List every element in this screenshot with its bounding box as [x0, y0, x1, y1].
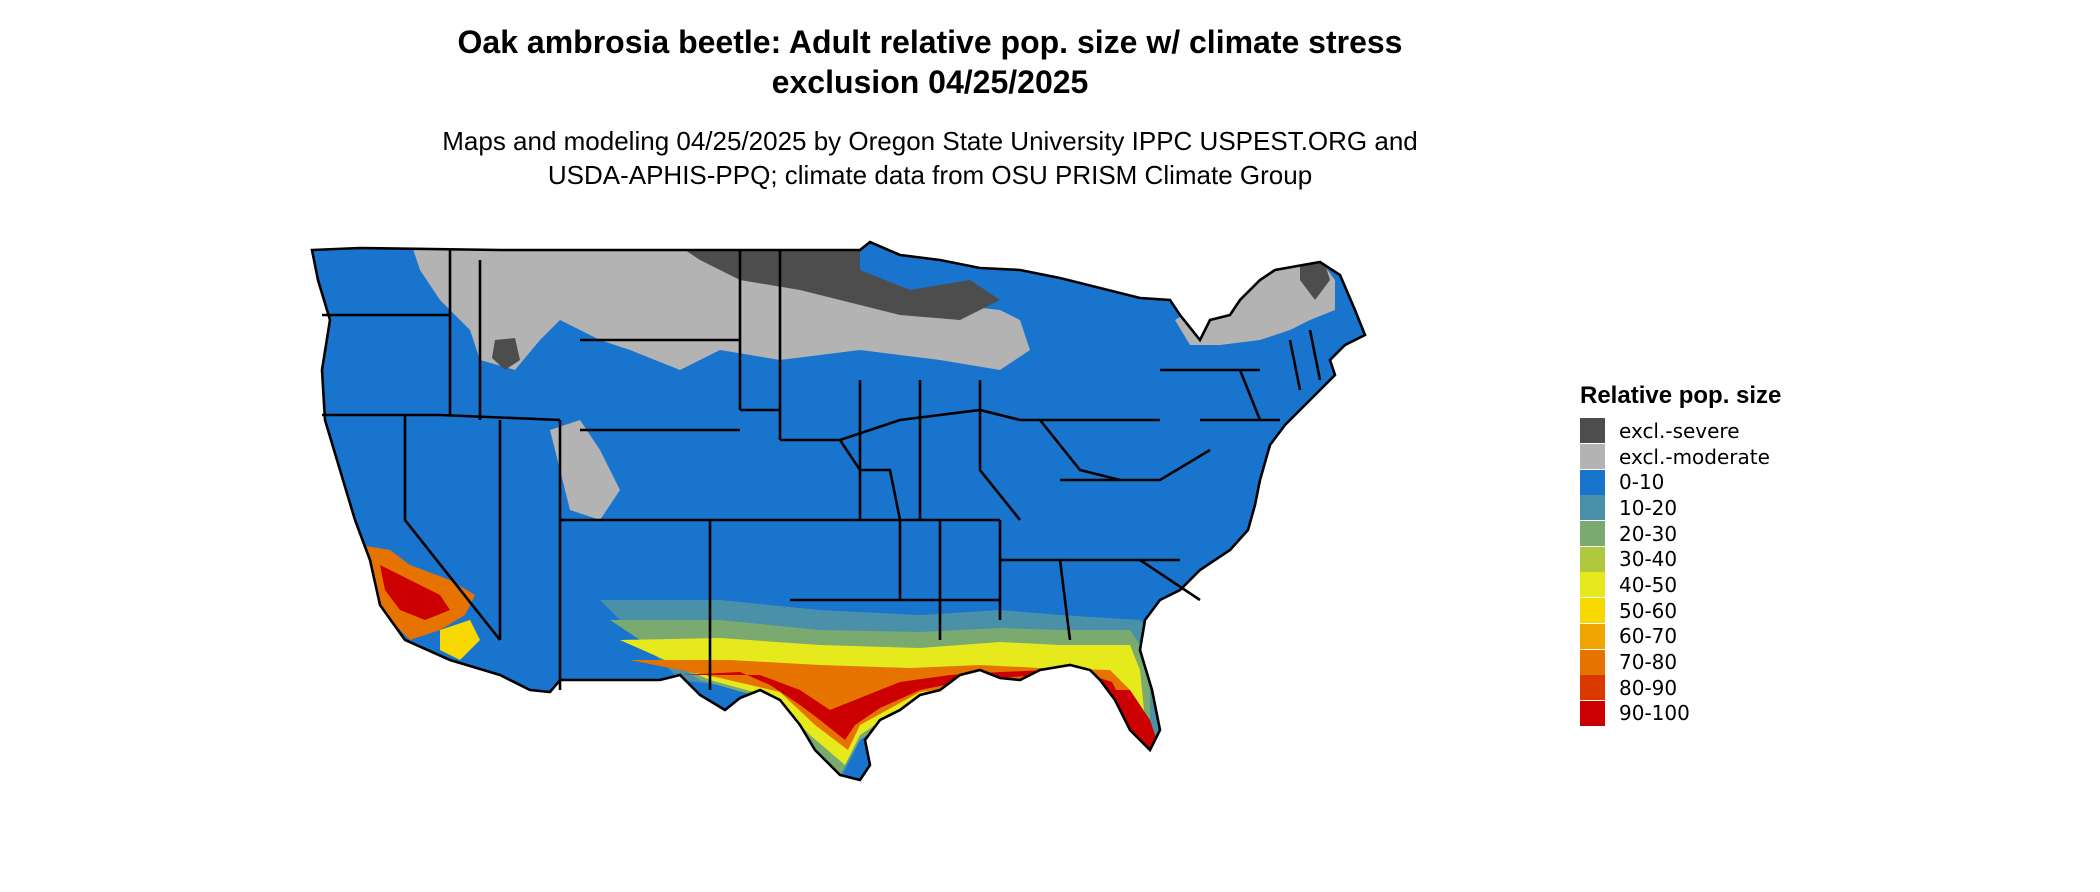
legend-swatch — [1580, 649, 1605, 675]
legend-swatch — [1580, 495, 1605, 521]
legend-item-80-90: 80-90 — [1580, 675, 1781, 701]
zone-excl-moderate-rockies — [550, 420, 620, 520]
legend-items: excl.-severe excl.-moderate 0-10 10-20 2… — [1580, 418, 1781, 726]
legend-item-excl-moderate: excl.-moderate — [1580, 444, 1781, 470]
legend-item-90-100: 90-100 — [1580, 700, 1781, 727]
legend-swatch — [1580, 546, 1605, 572]
legend-item-0-10: 0-10 — [1580, 469, 1781, 495]
legend-label: excl.-severe — [1619, 418, 1740, 443]
legend-item-50-60: 50-60 — [1580, 598, 1781, 624]
legend-label: 10-20 — [1619, 495, 1678, 520]
map-subtitle: Maps and modeling 04/25/2025 by Oregon S… — [442, 126, 1418, 190]
legend-label: 40-50 — [1619, 572, 1678, 597]
zone-50-60-florida — [1130, 760, 1155, 780]
legend-label: 80-90 — [1619, 675, 1678, 700]
legend-label: excl.-moderate — [1619, 444, 1770, 469]
legend-label: 60-70 — [1619, 624, 1678, 649]
map-title: Oak ambrosia beetle: Adult relative pop.… — [457, 24, 1403, 100]
legend-title: Relative pop. size — [1580, 382, 1782, 409]
legend-item-70-80: 70-80 — [1580, 649, 1781, 675]
legend-swatch — [1580, 418, 1605, 444]
zone-90-100 — [680, 670, 1120, 740]
zone-excl-severe-north — [670, 242, 1000, 320]
legend-label: 50-60 — [1619, 598, 1678, 623]
legend: Relative pop. size excl.-severe excl.-mo… — [1580, 382, 1781, 726]
legend-item-30-40: 30-40 — [1580, 546, 1781, 572]
legend-swatch — [1580, 572, 1605, 598]
legend-item-40-50: 40-50 — [1580, 572, 1781, 598]
legend-item-60-70: 60-70 — [1580, 623, 1781, 650]
legend-swatch — [1580, 469, 1605, 495]
zone-90-100-southwest — [380, 565, 450, 620]
zone-50-60-southwest — [440, 620, 480, 660]
legend-item-20-30: 20-30 — [1580, 521, 1781, 547]
legend-label: 90-100 — [1619, 701, 1690, 726]
legend-label: 30-40 — [1619, 547, 1678, 572]
legend-item-excl-severe: excl.-severe — [1580, 418, 1781, 444]
legend-swatch — [1580, 521, 1605, 547]
legend-item-10-20: 10-20 — [1580, 495, 1781, 521]
legend-swatch — [1580, 444, 1605, 470]
zone-excl-severe-wyoming — [492, 338, 520, 370]
us-map — [310, 240, 1367, 782]
zone-excl-moderate-northeast — [1175, 260, 1335, 345]
legend-swatch — [1580, 675, 1605, 701]
legend-swatch — [1580, 700, 1605, 726]
zone-excl-moderate — [410, 242, 1030, 370]
legend-swatch — [1580, 623, 1605, 649]
legend-label: 0-10 — [1619, 470, 1665, 495]
climate-zones — [312, 242, 1365, 780]
legend-swatch — [1580, 598, 1605, 624]
legend-label: 70-80 — [1619, 650, 1678, 675]
state-boundaries — [310, 240, 1367, 782]
legend-label: 20-30 — [1619, 521, 1678, 546]
